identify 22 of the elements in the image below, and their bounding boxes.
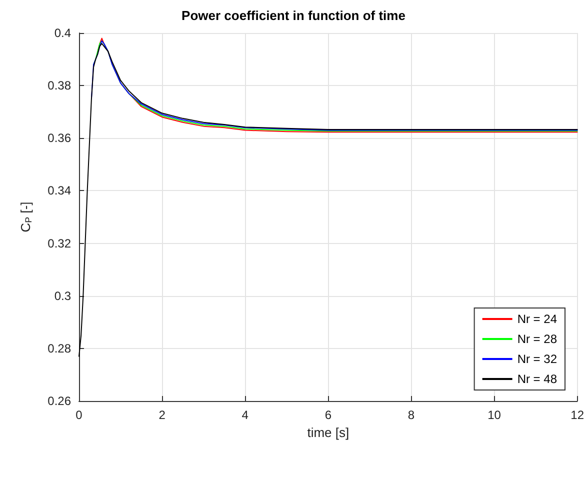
- y-tick-label: 0.26: [48, 394, 72, 408]
- x-tick-label: 0: [76, 408, 83, 422]
- legend-label: Nr = 24: [517, 312, 558, 326]
- x-tick-label: 10: [488, 408, 502, 422]
- y-tick-label: 0.4: [54, 26, 72, 40]
- y-tick-label: 0.28: [48, 341, 72, 356]
- x-axis-title: time [s]: [307, 425, 350, 440]
- x-tick-label: 8: [408, 408, 415, 422]
- legend-label: Nr = 28: [517, 332, 558, 346]
- x-tick-label: 6: [324, 408, 332, 422]
- legend-label: Nr = 32: [517, 352, 558, 366]
- y-tick-label: 0.32: [48, 236, 72, 250]
- y-tick-label: 0.34: [48, 184, 72, 198]
- x-tick-label: 2: [158, 408, 166, 422]
- x-tick-label: 4: [242, 408, 249, 422]
- chart-title: Power coefficient in function of time: [182, 8, 406, 23]
- legend-label: Nr = 48: [517, 372, 558, 386]
- y-tick-label: 0.38: [48, 78, 72, 93]
- x-tick-label: 12: [570, 408, 584, 422]
- y-tick-label: 0.3: [54, 288, 72, 303]
- y-axis-title: CP [-]: [18, 202, 34, 232]
- y-tick-label: 0.36: [48, 131, 72, 146]
